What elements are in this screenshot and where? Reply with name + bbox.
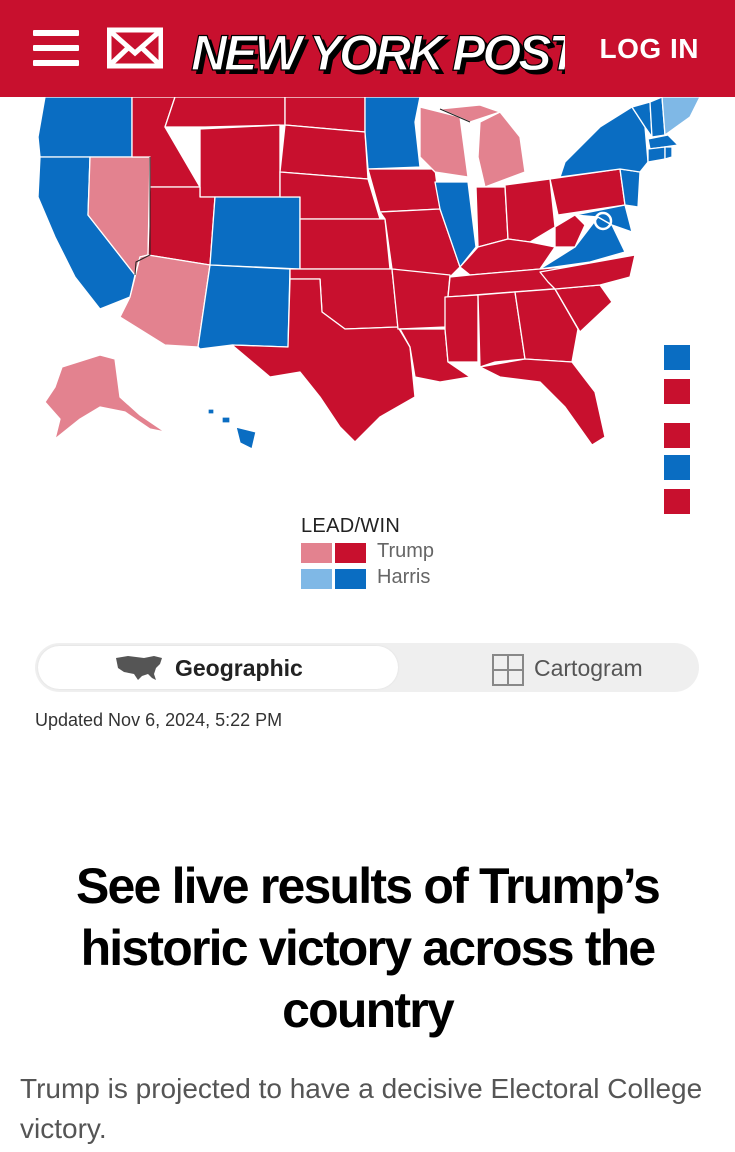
state-massachusetts bbox=[647, 134, 679, 150]
state-colorado bbox=[209, 196, 301, 270]
state-north-carolina bbox=[539, 254, 636, 290]
legend-title: LEAD/WIN bbox=[301, 515, 401, 537]
map-view-toggle: Geographic Cartogram bbox=[35, 643, 699, 692]
state-ohio bbox=[504, 178, 556, 243]
state-hawaii bbox=[207, 408, 257, 450]
login-button[interactable]: LOG IN bbox=[599, 33, 699, 64]
state-utah bbox=[147, 186, 216, 266]
district-swatch bbox=[664, 423, 690, 448]
state-florida bbox=[479, 358, 606, 446]
legend-label-trump: Trump bbox=[377, 540, 435, 562]
district-swatch bbox=[664, 489, 690, 514]
legend-label-harris: Harris bbox=[377, 566, 431, 588]
cartogram-tab[interactable]: Cartogram bbox=[401, 646, 696, 689]
article-headline: See live results of Trump’s historic vic… bbox=[75, 858, 661, 1038]
state-new-york bbox=[559, 106, 649, 178]
cartogram-label: Cartogram bbox=[534, 655, 643, 681]
state-michigan bbox=[477, 111, 526, 188]
state-maine bbox=[661, 97, 701, 136]
state-georgia bbox=[514, 288, 579, 363]
election-map bbox=[0, 97, 735, 514]
site-header: NEW YORK POST NEW YORK POST LOG IN bbox=[0, 0, 735, 97]
trump-win-swatch bbox=[335, 543, 366, 563]
state-indiana bbox=[475, 186, 509, 248]
state-alabama bbox=[477, 291, 526, 368]
state-mississippi bbox=[444, 294, 479, 363]
state-kansas bbox=[299, 218, 391, 270]
district-swatch bbox=[664, 379, 690, 404]
site-logo[interactable]: NEW YORK POST NEW YORK POST bbox=[185, 14, 590, 85]
legend-row-trump: Trump bbox=[301, 540, 501, 564]
geographic-tab[interactable]: Geographic bbox=[38, 646, 398, 689]
trump-lead-swatch bbox=[301, 543, 332, 563]
logo-shadow: NEW YORK POST bbox=[195, 29, 565, 84]
mail-icon[interactable] bbox=[106, 27, 164, 69]
district-swatch bbox=[664, 345, 690, 370]
harris-lead-swatch bbox=[301, 569, 332, 589]
dc-marker bbox=[593, 211, 613, 231]
state-rhode-island bbox=[664, 146, 673, 160]
state-wyoming bbox=[199, 124, 281, 198]
state-minnesota bbox=[364, 97, 421, 170]
state-montana bbox=[164, 97, 286, 128]
harris-win-swatch bbox=[335, 569, 366, 589]
state-west-virginia bbox=[554, 214, 586, 248]
state-connecticut bbox=[647, 146, 666, 163]
state-arizona bbox=[119, 254, 211, 348]
state-oregon bbox=[37, 97, 133, 158]
state-texas bbox=[231, 278, 416, 443]
state-iowa bbox=[367, 168, 441, 213]
cartogram-grid-icon bbox=[492, 654, 524, 686]
state-arkansas bbox=[391, 268, 451, 330]
state-alaska bbox=[44, 354, 166, 440]
map-legend: LEAD/WIN Trump Harris bbox=[301, 515, 501, 590]
state-south-dakota bbox=[279, 124, 369, 180]
state-illinois bbox=[434, 181, 477, 268]
updated-timestamp: Updated Nov 6, 2024, 5:22 PM bbox=[35, 710, 283, 730]
hamburger-menu-icon[interactable] bbox=[33, 28, 79, 68]
logo-text: NEW YORK POST bbox=[191, 25, 565, 81]
article-subhead: Trump is projected to have a decisive El… bbox=[20, 1073, 703, 1144]
us-map-icon bbox=[116, 656, 162, 680]
state-maryland bbox=[574, 204, 633, 233]
legend-row-harris: Harris bbox=[301, 566, 501, 590]
geographic-label: Geographic bbox=[175, 655, 303, 681]
district-swatch bbox=[664, 455, 690, 480]
state-new-mexico bbox=[197, 264, 291, 350]
